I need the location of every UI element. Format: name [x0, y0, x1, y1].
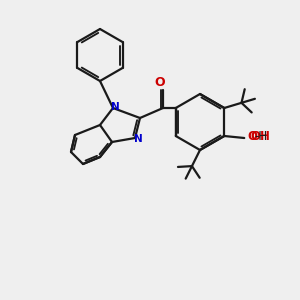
Text: N: N [111, 102, 119, 112]
Text: N: N [134, 134, 142, 144]
Text: -H: -H [254, 130, 267, 143]
Text: O: O [155, 76, 165, 89]
Text: OH: OH [250, 130, 270, 143]
Text: O: O [247, 130, 257, 143]
